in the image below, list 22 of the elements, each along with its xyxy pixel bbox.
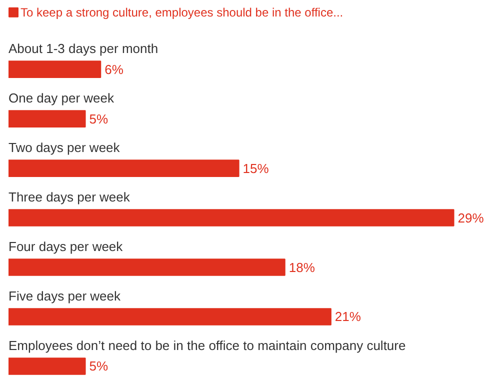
bar	[8, 308, 332, 326]
bar	[8, 60, 102, 78]
bar	[8, 209, 454, 226]
y-tick-label: One day per week	[8, 90, 115, 106]
y-tick-label: About 1-3 days per month	[8, 40, 158, 56]
data-label: 21%	[334, 309, 362, 324]
data-label: 5%	[89, 358, 108, 374]
y-tick-label: Five days per week	[8, 288, 121, 304]
bar	[8, 110, 86, 128]
data-label: 18%	[288, 260, 316, 275]
y-tick-label: Employees don’t need to be in the office to maintain company culture	[8, 338, 406, 353]
data-label: 6%	[104, 62, 124, 77]
legend-label: To keep a strong culture, employees should be in the office...	[20, 5, 344, 20]
bar	[8, 160, 240, 177]
data-label: 29%	[458, 210, 484, 226]
y-tick-label: Four days per week	[8, 238, 124, 254]
bar	[8, 258, 286, 276]
y-tick-label: Three days per week	[8, 189, 130, 204]
data-label: 5%	[89, 111, 108, 126]
data-label: 15%	[242, 160, 270, 176]
y-tick-label: Two days per week	[8, 140, 120, 155]
bar	[8, 358, 86, 375]
